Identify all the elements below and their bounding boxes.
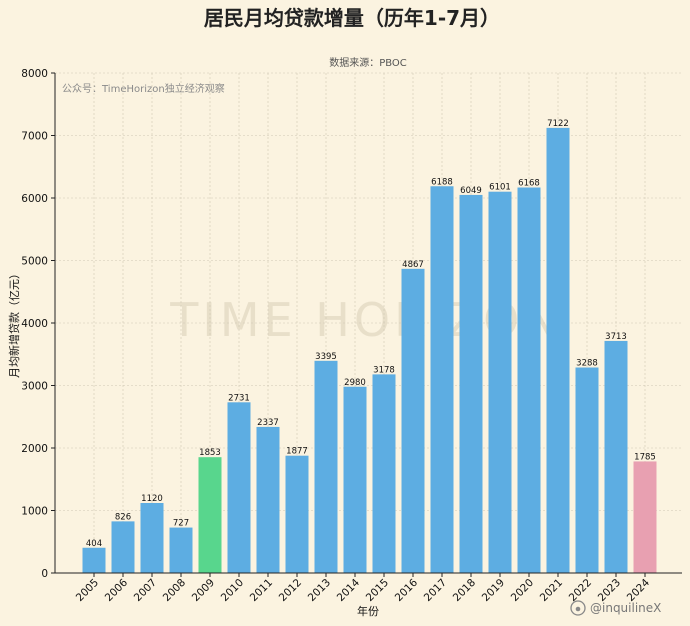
bar-2021: [546, 127, 570, 573]
y-tick-label: 2000: [21, 443, 48, 455]
x-tick-label-2012: 2012: [277, 577, 304, 604]
x-tick-label-2021: 2021: [538, 577, 565, 604]
data-label-2022: 3288: [576, 359, 598, 369]
bar-2024: [633, 461, 657, 573]
bar-2011: [256, 426, 280, 573]
x-tick-label-2014: 2014: [335, 576, 363, 604]
x-tick-label-2015: 2015: [364, 577, 391, 604]
bar-2013: [314, 360, 338, 573]
bar-2009: [198, 457, 222, 573]
x-tick-label-2022: 2022: [567, 577, 594, 604]
data-label-2017: 6188: [431, 177, 453, 187]
chart-title: 居民月均贷款增量（历年1-7月）: [204, 6, 500, 30]
data-label-2007: 1120: [141, 494, 163, 504]
data-label-2015: 3178: [373, 365, 395, 375]
data-label-2018: 6049: [460, 186, 482, 196]
y-tick-label: 7000: [21, 131, 48, 143]
x-tick-label-2005: 2005: [74, 577, 101, 604]
credit-watermark: @inquilineX: [590, 601, 661, 615]
bar-2019: [488, 191, 512, 573]
bar-2022: [575, 367, 599, 573]
bar-2020: [517, 187, 541, 573]
data-label-2005: 404: [86, 539, 102, 549]
data-label-2009: 1853: [199, 448, 221, 458]
x-tick-label-2020: 2020: [509, 577, 536, 604]
bar-2006: [111, 521, 135, 573]
y-axis-label: 月均新增贷款（亿元）: [7, 268, 21, 378]
bars: [82, 127, 657, 573]
x-tick-label-2009: 2009: [190, 577, 217, 604]
data-label-2011: 2337: [257, 418, 279, 428]
x-tick-label-2019: 2019: [480, 577, 507, 604]
y-tick-label: 1000: [21, 506, 48, 518]
data-label-2014: 2980: [344, 378, 366, 388]
y-tick-label: 0: [41, 568, 48, 580]
y-tick-label: 8000: [21, 68, 48, 80]
x-tick-label-2017: 2017: [422, 577, 449, 604]
y-tick-label: 4000: [21, 318, 48, 330]
bar-2016: [401, 268, 425, 573]
x-tick-label-2018: 2018: [451, 577, 478, 604]
x-axis-label: 年份: [357, 604, 379, 618]
watermark-text: 公众号：TimeHorizon独立经济观察: [62, 82, 225, 95]
bar-2005: [82, 547, 106, 573]
bar-2018: [459, 194, 483, 573]
bar-2008: [169, 527, 193, 573]
bar-2010: [227, 402, 251, 573]
x-tick-label-2013: 2013: [306, 577, 333, 604]
x-tick-label-2024: 2024: [625, 576, 653, 604]
x-tick-label-2016: 2016: [393, 576, 421, 604]
data-label-2021: 7122: [547, 119, 569, 129]
data-label-2006: 826: [115, 512, 131, 522]
bar-2015: [372, 374, 396, 573]
data-label-2023: 3713: [605, 332, 627, 342]
bar-2007: [140, 503, 164, 573]
y-tick-label: 3000: [21, 381, 48, 393]
data-label-2016: 4867: [402, 260, 424, 270]
data-labels: 404 826 1120 727 1853 2731 2337 1877 3395 2980 317…: [86, 119, 656, 549]
data-label-2019: 6101: [489, 183, 511, 193]
data-label-2024: 1785: [634, 452, 656, 462]
data-label-2013: 3395: [315, 352, 337, 362]
data-label-2010: 2731: [228, 393, 250, 403]
bar-2012: [285, 455, 309, 573]
bar-2017: [430, 186, 454, 573]
y-tick-label: 6000: [21, 193, 48, 205]
data-label-2020: 6168: [518, 179, 540, 189]
x-tick-label-2011: 2011: [248, 577, 275, 604]
data-label-2012: 1877: [286, 447, 308, 457]
y-tick-label: 5000: [21, 256, 48, 268]
x-tick-label-2008: 2008: [161, 577, 188, 604]
x-axis-ticks: 2005 2006 2007 2008 2009 2010 2011 2012 2013 2014…: [74, 573, 653, 604]
weibo-icon: [570, 600, 586, 616]
x-tick-label-2007: 2007: [132, 577, 159, 604]
bar-2023: [604, 340, 628, 573]
x-tick-label-2023: 2023: [596, 577, 623, 604]
x-tick-label-2006: 2006: [103, 576, 131, 604]
chart-subtitle: 数据来源：PBOC: [329, 56, 407, 69]
bar-2014: [343, 386, 367, 573]
y-axis-ticks: 0 1000 2000 3000 4000 5000 6000 7000 8000: [21, 68, 55, 580]
x-tick-label-2010: 2010: [219, 577, 246, 604]
data-label-2008: 727: [173, 519, 189, 529]
